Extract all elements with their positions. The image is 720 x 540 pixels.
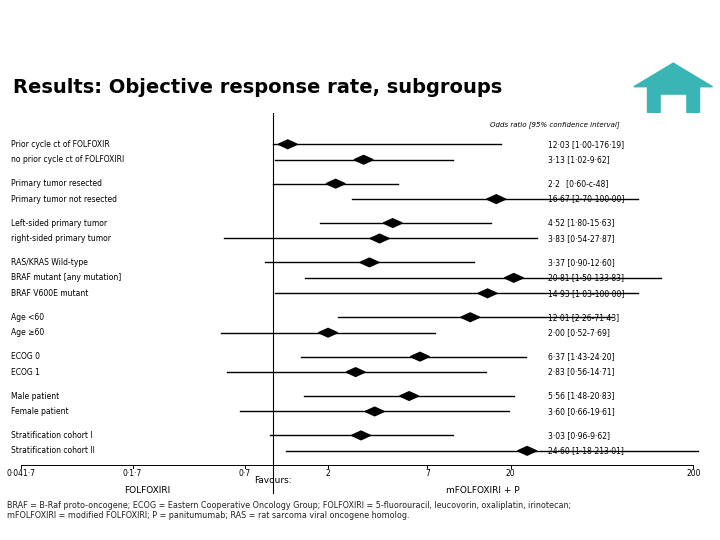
Polygon shape — [504, 274, 523, 282]
Text: 2·83 [0·56-14·71]: 2·83 [0·56-14·71] — [548, 368, 614, 376]
Text: mFOLFOXIRI + P: mFOLFOXIRI + P — [446, 486, 520, 495]
Polygon shape — [354, 156, 373, 164]
Polygon shape — [346, 368, 365, 376]
Text: Results: Objective response rate, subgroups: Results: Objective response rate, subgro… — [14, 78, 503, 97]
Polygon shape — [518, 447, 536, 455]
Text: RAS/KRAS Wild-type: RAS/KRAS Wild-type — [12, 258, 88, 267]
Text: 2: 2 — [325, 469, 330, 478]
Text: 6·37 [1·43-24·20]: 6·37 [1·43-24·20] — [548, 352, 615, 361]
Text: 0·1·7: 0·1·7 — [123, 469, 142, 478]
Text: 24·60 [1·18-213·01]: 24·60 [1·18-213·01] — [548, 447, 624, 455]
Text: ECOG 0: ECOG 0 — [12, 352, 40, 361]
Polygon shape — [478, 289, 497, 298]
Text: 3·37 [0·90-12·60]: 3·37 [0·90-12·60] — [548, 258, 615, 267]
Text: Favours:: Favours: — [254, 476, 292, 485]
Text: right-sided primary tumor: right-sided primary tumor — [12, 234, 111, 243]
Text: 3·03 [0·96-9·62]: 3·03 [0·96-9·62] — [548, 431, 610, 440]
Polygon shape — [647, 85, 699, 112]
Polygon shape — [410, 352, 429, 361]
Text: 2·2  [0·60-c-48]: 2·2 [0·60-c-48] — [548, 179, 608, 188]
Text: 16·67 [2·70-100·00]: 16·67 [2·70-100·00] — [548, 194, 624, 204]
Text: no prior cycle ct of FOLFOXIRI: no prior cycle ct of FOLFOXIRI — [12, 155, 125, 164]
Polygon shape — [360, 258, 379, 267]
Text: Prior cycle ct of FOLFOXIR: Prior cycle ct of FOLFOXIR — [12, 140, 110, 149]
Text: Odds ratio [95% confidence interval]: Odds ratio [95% confidence interval] — [490, 121, 620, 128]
Text: 7: 7 — [425, 469, 430, 478]
Text: 200: 200 — [686, 469, 701, 478]
Text: Primary tumor resected: Primary tumor resected — [12, 179, 102, 188]
Polygon shape — [365, 407, 384, 416]
Text: 3·83 [0·54-27·87]: 3·83 [0·54-27·87] — [548, 234, 615, 243]
Polygon shape — [318, 328, 338, 337]
Text: Age ≥60: Age ≥60 — [12, 328, 45, 337]
Text: ECOG 1: ECOG 1 — [12, 368, 40, 376]
Text: BRAF = B-Raf proto-oncogene; ECOG = Eastern Cooperative Oncology Group; FOLFOXIR: BRAF = B-Raf proto-oncogene; ECOG = East… — [7, 501, 572, 521]
Text: 0·7: 0·7 — [239, 469, 251, 478]
Text: 5·56 [1·48-20·83]: 5·56 [1·48-20·83] — [548, 392, 614, 401]
Text: 2·00 [0·52-7·69]: 2·00 [0·52-7·69] — [548, 328, 610, 337]
Polygon shape — [351, 431, 371, 440]
Polygon shape — [383, 219, 402, 227]
Text: Left-sided primary tumor: Left-sided primary tumor — [12, 219, 107, 227]
Text: 4·52 [1·80-15·63]: 4·52 [1·80-15·63] — [548, 219, 614, 227]
Polygon shape — [461, 313, 480, 322]
Text: 20·81 [1·50-133·83]: 20·81 [1·50-133·83] — [548, 273, 624, 282]
Polygon shape — [400, 392, 418, 400]
Text: Geissler M, et al. VOLFl: mFOLFOXIRI + panitumumab versus FOLFOXIRI as first-lin: Geissler M, et al. VOLFl: mFOLFOXIRI + p… — [54, 19, 666, 43]
Text: Primary tumor not resected: Primary tumor not resected — [12, 194, 117, 204]
Text: 3·60 [0·66-19·61]: 3·60 [0·66-19·61] — [548, 407, 615, 416]
Text: BRAF mutant [any mutation]: BRAF mutant [any mutation] — [12, 273, 122, 282]
Text: 12·01 [2·26-71·43]: 12·01 [2·26-71·43] — [548, 313, 619, 322]
Text: 12·03 [1·00-176·19]: 12·03 [1·00-176·19] — [548, 140, 624, 149]
Text: BRAF V600E mutant: BRAF V600E mutant — [12, 289, 89, 298]
Text: Stratification cohort I: Stratification cohort I — [12, 431, 93, 440]
Text: Male patient: Male patient — [12, 392, 60, 401]
Text: 14·93 [1·03-100·00]: 14·93 [1·03-100·00] — [548, 289, 624, 298]
Polygon shape — [370, 234, 389, 243]
Text: Age <60: Age <60 — [12, 313, 45, 322]
Polygon shape — [278, 140, 297, 149]
Polygon shape — [661, 96, 685, 112]
Text: Female patient: Female patient — [12, 407, 69, 416]
Text: 20: 20 — [506, 469, 516, 478]
Text: FOLFOXIRI: FOLFOXIRI — [124, 486, 170, 495]
Text: Stratification cohort II: Stratification cohort II — [12, 447, 95, 455]
Polygon shape — [487, 195, 505, 204]
Polygon shape — [326, 179, 345, 188]
Text: 0·041·7: 0·041·7 — [6, 469, 35, 478]
Polygon shape — [634, 63, 713, 87]
Text: 3·13 [1·02-9·62]: 3·13 [1·02-9·62] — [548, 155, 610, 164]
